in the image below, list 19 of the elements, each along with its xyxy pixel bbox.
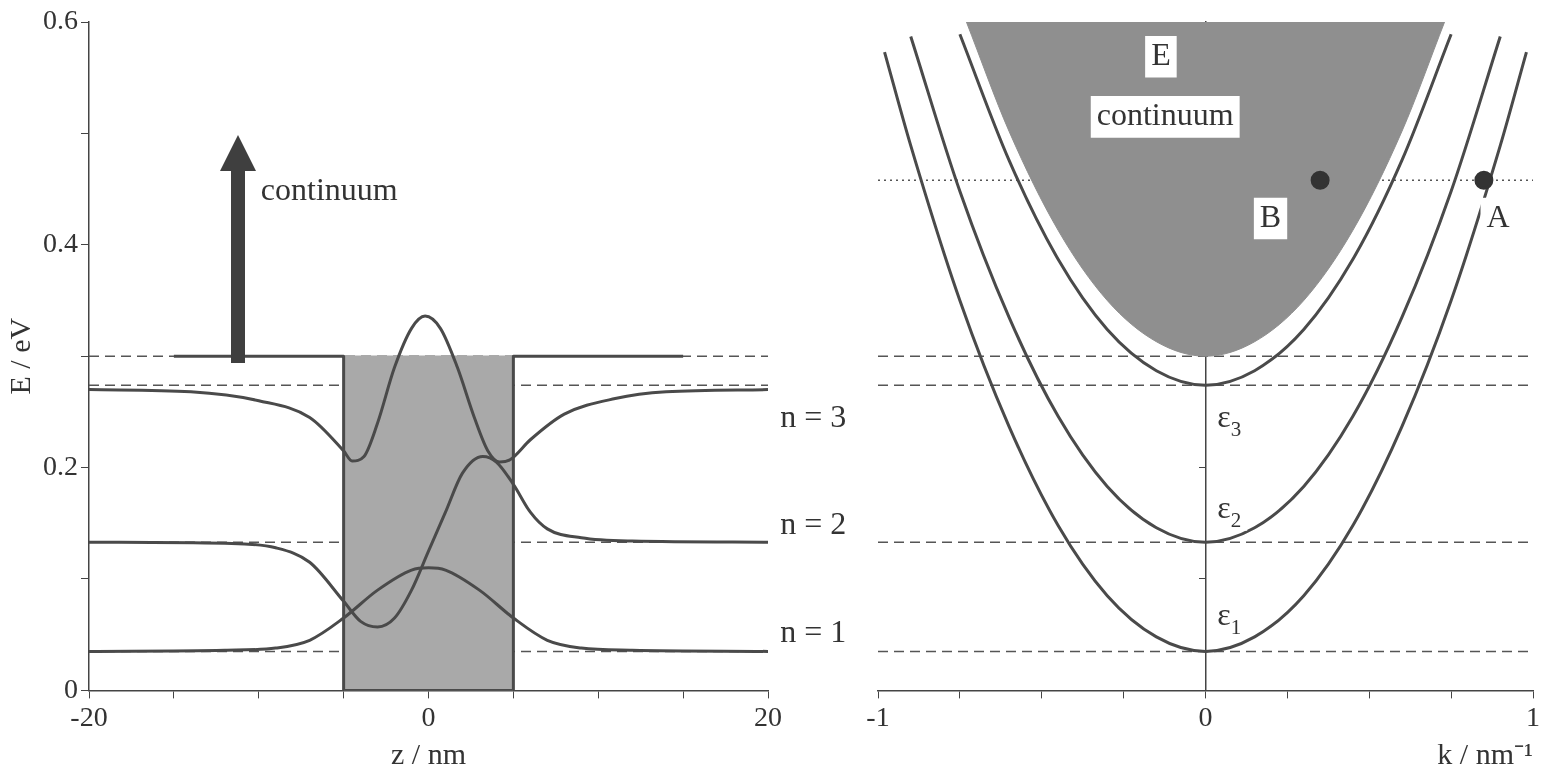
- y-axis-title: E / eV: [2, 317, 36, 395]
- x-tick-label: -1: [866, 700, 890, 732]
- x-axis-title: k / nm⁻¹: [1437, 736, 1533, 770]
- x-tick-label: 0: [1198, 700, 1213, 732]
- y-tick-label: 0.4: [43, 227, 78, 259]
- x-axis-title: z / nm: [391, 736, 466, 770]
- x-tick-label: 1: [1526, 700, 1540, 732]
- y-tick-label: 0.2: [43, 449, 78, 481]
- text: n = 2: [780, 504, 847, 541]
- annotation: E: [1151, 36, 1171, 73]
- x-tick-label: 20: [754, 700, 782, 732]
- annotation: continuum: [260, 170, 398, 207]
- annotation: continuum: [1096, 96, 1234, 133]
- text: n = 3: [780, 398, 847, 435]
- y-tick-label: 0.6: [43, 4, 78, 36]
- annotation: A: [1486, 197, 1510, 234]
- text: n = 1: [780, 612, 847, 649]
- annotation: B: [1259, 197, 1282, 234]
- x-tick-label: 0: [421, 700, 436, 732]
